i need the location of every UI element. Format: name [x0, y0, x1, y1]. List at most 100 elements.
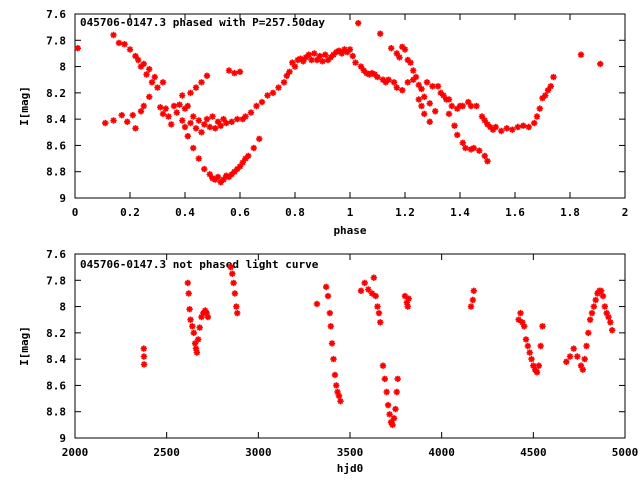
bottom-data-point: [379, 362, 387, 369]
top-data-point: [597, 60, 604, 68]
bottom-data-point: [190, 329, 197, 337]
top-data-point: [190, 144, 197, 152]
top-data-point: [121, 41, 128, 48]
top-data-point: [203, 72, 211, 79]
top-data-point: [445, 110, 453, 118]
top-data-point: [451, 122, 458, 129]
top-data-point: [140, 102, 147, 110]
bottom-data-point: [393, 388, 400, 396]
top-data-point: [195, 155, 202, 162]
bottom-data-point: [470, 287, 477, 294]
top-data-point: [275, 84, 282, 91]
top-data-point: [217, 122, 224, 129]
bottom-data-point: [524, 342, 531, 350]
bottom-data-point: [233, 303, 240, 310]
bottom-data-point: [566, 353, 574, 360]
top-data-point: [280, 79, 288, 86]
top-data-point: [407, 59, 414, 66]
top-data-point: [481, 152, 488, 160]
bottom-data-point: [533, 369, 541, 376]
bottom-data-point: [193, 349, 201, 356]
bottom-data-point: [515, 316, 522, 323]
top-data-point: [228, 118, 235, 125]
top-data-point: [388, 45, 395, 52]
top-data-point: [154, 84, 161, 91]
top-data-point: [201, 121, 208, 128]
top-data-point: [360, 67, 367, 74]
top-data-point: [533, 113, 541, 120]
top-x-axis-label: phase: [333, 224, 366, 237]
bottom-data-point: [570, 345, 577, 352]
top-data-point: [209, 113, 216, 120]
top-data-point: [404, 79, 411, 86]
top-data-point: [143, 71, 150, 78]
top-data-point: [415, 81, 422, 89]
bottom-x-axis-label: hjd0: [337, 462, 364, 475]
top-data-point: [503, 125, 510, 132]
top-data-point: [462, 144, 469, 152]
top-data-point: [228, 171, 235, 178]
top-data-point: [352, 59, 359, 66]
bottom-data-point: [372, 292, 379, 300]
top-data-point: [366, 71, 373, 78]
bottom-data-point: [227, 263, 234, 271]
top-data-point: [206, 171, 213, 178]
top-x-tick-label: 2: [622, 206, 629, 219]
top-data-point: [426, 118, 433, 125]
top-data-point: [481, 117, 488, 124]
top-data-point: [374, 73, 381, 81]
top-data-point: [437, 89, 444, 97]
bottom-data-point: [335, 392, 343, 400]
bottom-data-point: [191, 340, 199, 347]
bottom-chart-title: 045706-0147.3 not phased light curve: [80, 258, 319, 271]
top-plot-frame: [74, 13, 626, 199]
bottom-data-point: [365, 286, 372, 293]
bottom-data-point: [140, 345, 147, 352]
top-data-point: [300, 58, 307, 65]
bottom-data-point: [581, 355, 588, 363]
bottom-data-point: [328, 340, 336, 347]
bottom-y-tick-label: 8.6: [46, 379, 66, 392]
top-data-point: [223, 172, 230, 179]
top-data-point: [344, 48, 351, 56]
top-data-point: [346, 46, 354, 53]
top-x-tick-label: 1.2: [395, 206, 415, 219]
bottom-data-point: [375, 309, 383, 317]
top-data-point: [371, 71, 378, 78]
bottom-data-point: [577, 362, 585, 369]
bottom-y-tick-label: 9: [59, 432, 66, 445]
top-data-point: [341, 46, 348, 53]
bottom-data-point: [374, 303, 381, 310]
top-data-point: [231, 69, 238, 77]
top-data-point: [209, 175, 216, 182]
top-data-point: [223, 119, 230, 127]
top-data-point: [239, 115, 246, 123]
bottom-y-tick-label: 7.8: [46, 274, 66, 287]
top-data-point: [132, 125, 139, 132]
top-data-point: [412, 73, 420, 81]
top-data-point: [283, 72, 290, 79]
top-data-point: [187, 89, 194, 97]
top-data-point: [118, 112, 125, 119]
top-x-tick-label: 0.6: [230, 206, 250, 219]
top-data-point: [102, 119, 109, 127]
bottom-data-point: [204, 313, 212, 321]
bottom-data-point: [384, 401, 392, 409]
bottom-data-point: [583, 342, 590, 350]
top-data-point: [181, 105, 189, 112]
top-data-point: [498, 127, 505, 135]
top-data-point: [239, 159, 246, 166]
bottom-data-point: [601, 303, 608, 310]
bottom-data-point: [334, 388, 341, 396]
top-data-point: [459, 139, 466, 146]
top-data-point: [410, 67, 417, 74]
bottom-x-tick-label: 4500: [520, 446, 547, 459]
bottom-data-point: [526, 349, 533, 356]
top-data-point: [74, 45, 81, 52]
bottom-data-point: [331, 371, 339, 379]
bottom-data-point: [605, 313, 612, 321]
top-data-point: [421, 110, 428, 118]
top-data-point: [184, 102, 191, 110]
top-data-point: [440, 92, 447, 99]
